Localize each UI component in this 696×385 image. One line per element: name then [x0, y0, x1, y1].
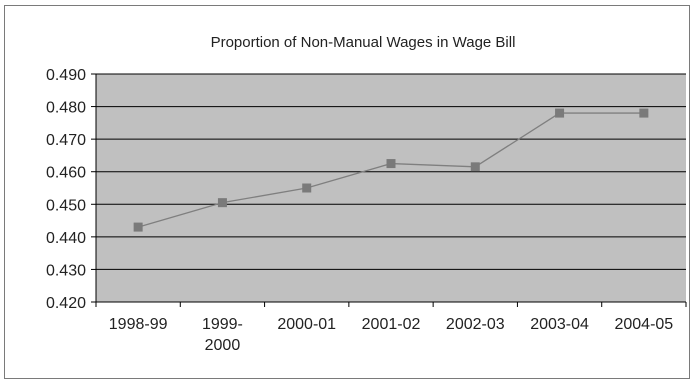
y-tick-label: 0.430 [46, 262, 86, 279]
data-point [133, 222, 143, 232]
data-point [555, 108, 565, 118]
data-point [386, 159, 396, 169]
y-tick-label: 0.490 [46, 67, 86, 84]
axes [95, 74, 686, 303]
gridlines [96, 73, 686, 270]
x-tick-label: 1998-99 [109, 316, 168, 333]
chart-title: Proportion of Non-Manual Wages in Wage B… [211, 34, 516, 51]
x-tick-label: 2001-02 [362, 316, 421, 333]
y-tick-label: 0.480 [46, 100, 86, 117]
data-point [217, 198, 227, 208]
data-point [302, 183, 312, 193]
x-tick-label: 2002-03 [446, 316, 505, 333]
data-point [639, 108, 649, 118]
plot-area [96, 74, 686, 302]
y-tick-label: 0.420 [46, 295, 86, 312]
y-tick-label: 0.470 [46, 132, 86, 149]
y-axis-ticks: 0.490 0.480 0.470 0.460 0.450 0.440 0.430 0.420 [46, 67, 96, 312]
x-tick-label: 2000-01 [277, 316, 336, 333]
y-tick-label: 0.450 [46, 197, 86, 214]
data-point [470, 162, 480, 172]
x-axis-ticks: 1998-99 1999-2000 2000-01 2001-02 2002-03 200… [95, 302, 687, 354]
y-tick-label: 0.460 [46, 165, 86, 182]
series-layer [133, 108, 649, 232]
x-tick-label: 2004-05 [614, 316, 673, 333]
y-tick-label: 0.440 [46, 230, 86, 247]
x-tick-label: 2003-04 [530, 316, 589, 333]
x-tick-label: 1999-2000 [202, 316, 243, 354]
